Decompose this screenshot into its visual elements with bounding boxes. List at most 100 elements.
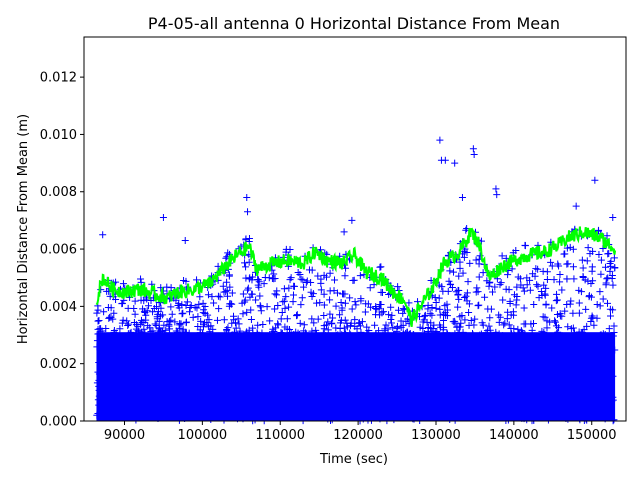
axes-frame bbox=[83, 36, 627, 422]
scatter-point-1349 bbox=[558, 286, 566, 294]
scatter-point-2018 bbox=[311, 371, 319, 379]
scatter-point-2177 bbox=[326, 352, 334, 360]
scatter-point-2208 bbox=[98, 373, 106, 381]
scatter-point-779 bbox=[163, 283, 171, 291]
scatter-point-1372 bbox=[256, 292, 264, 300]
scatter-point-200 bbox=[551, 317, 559, 325]
scatter-point-2257 bbox=[297, 370, 305, 378]
scatter-point-2309 bbox=[256, 302, 264, 310]
scatter-point-2163 bbox=[376, 406, 384, 414]
scatter-point-2117 bbox=[228, 336, 236, 344]
scatter-point-2512 bbox=[232, 337, 240, 345]
scatter-point-1487 bbox=[380, 409, 388, 417]
scatter-point-1974 bbox=[125, 320, 133, 328]
scatter-point-2152 bbox=[160, 337, 168, 345]
scatter-point-547 bbox=[116, 325, 124, 333]
scatter-point-1630 bbox=[581, 388, 589, 396]
scatter-point-2599 bbox=[94, 368, 102, 376]
scatter-point-1978 bbox=[108, 360, 116, 368]
scatter-point-877 bbox=[428, 311, 436, 319]
scatter-point-1734 bbox=[405, 351, 413, 359]
scatter-point-594 bbox=[103, 375, 111, 383]
scatter-point-2224 bbox=[305, 266, 313, 274]
scatter-point-1655 bbox=[388, 311, 396, 319]
scatter-point-1965 bbox=[501, 336, 509, 344]
scatter-point-2103 bbox=[564, 347, 572, 355]
scatter-point-619 bbox=[548, 262, 556, 270]
scatter-point-1616 bbox=[466, 370, 474, 378]
scatter-point-729 bbox=[414, 355, 422, 363]
scatter-point-2245 bbox=[208, 348, 216, 356]
scatter-point-1144 bbox=[324, 405, 332, 413]
scatter-point-2387 bbox=[469, 411, 477, 419]
y-tick-label-0: 0.000 bbox=[40, 415, 77, 430]
x-tick-label-1: 100000 bbox=[178, 428, 228, 443]
scatter-point-34 bbox=[137, 335, 145, 343]
scatter-point-2606 bbox=[348, 216, 356, 224]
scatter-point-1947 bbox=[523, 375, 531, 383]
scatter-point-483 bbox=[513, 283, 521, 291]
scatter-point-2213 bbox=[282, 293, 290, 301]
scatter-point-2349 bbox=[113, 367, 121, 375]
scatter-point-1227 bbox=[330, 343, 338, 351]
scatter-point-1964 bbox=[556, 278, 564, 286]
scatter-point-2250 bbox=[528, 393, 536, 401]
scatter-point-1927 bbox=[377, 288, 385, 296]
scatter-point-1505 bbox=[467, 317, 475, 325]
scatter-point-2443 bbox=[414, 346, 422, 354]
scatter-point-2490 bbox=[176, 353, 184, 361]
scatter-point-490 bbox=[95, 401, 103, 409]
scatter-point-1441 bbox=[361, 367, 369, 375]
scatter-point-1873 bbox=[336, 311, 344, 319]
scatter-point-1343 bbox=[492, 414, 500, 422]
scatter-point-1809 bbox=[267, 354, 275, 362]
scatter-point-1565 bbox=[167, 303, 175, 311]
scatter-point-59 bbox=[222, 254, 230, 262]
scatter-point-1007 bbox=[500, 406, 508, 414]
scatter-point-2356 bbox=[322, 341, 330, 349]
scatter-point-1607 bbox=[430, 363, 438, 371]
scatter-point-1198 bbox=[222, 371, 230, 379]
scatter-point-1559 bbox=[293, 391, 301, 399]
scatter-point-2104 bbox=[521, 400, 529, 408]
scatter-point-984 bbox=[249, 387, 257, 395]
scatter-point-2239 bbox=[187, 355, 195, 363]
scatter-point-2521 bbox=[260, 351, 268, 359]
scatter-point-2501 bbox=[323, 404, 331, 412]
scatter-point-335 bbox=[362, 300, 370, 308]
scatter-point-1451 bbox=[185, 329, 193, 337]
scatter-point-1028 bbox=[509, 402, 517, 410]
scatter-point-1958 bbox=[570, 395, 578, 403]
scatter-point-2138 bbox=[495, 362, 503, 370]
scatter-point-1471 bbox=[238, 380, 246, 388]
scatter-point-646 bbox=[137, 275, 145, 283]
scatter-point-2308 bbox=[550, 276, 558, 284]
scatter-point-1302 bbox=[603, 352, 611, 360]
scatter-point-956 bbox=[357, 374, 365, 382]
scatter-point-1754 bbox=[425, 402, 433, 410]
scatter-point-1880 bbox=[402, 317, 410, 325]
scatter-point-1094 bbox=[193, 388, 201, 396]
scatter-point-790 bbox=[459, 269, 467, 277]
scatter-point-1938 bbox=[409, 354, 417, 362]
scatter-point-1816 bbox=[137, 278, 145, 286]
scatter-point-506 bbox=[201, 339, 209, 347]
scatter-point-1331 bbox=[232, 355, 240, 363]
scatter-point-462 bbox=[455, 405, 463, 413]
scatter-point-1125 bbox=[240, 348, 248, 356]
scatter-point-753 bbox=[504, 416, 512, 424]
scatter-point-1740 bbox=[356, 401, 364, 409]
scatter-point-1990 bbox=[98, 408, 106, 416]
scatter-point-2098 bbox=[390, 416, 398, 424]
scatter-point-143 bbox=[344, 344, 352, 352]
scatter-point-1143 bbox=[382, 341, 390, 349]
scatter-point-362 bbox=[498, 401, 506, 409]
scatter-point-2178 bbox=[197, 382, 205, 390]
scatter-point-185 bbox=[610, 322, 618, 330]
scatter-point-938 bbox=[306, 399, 314, 407]
scatter-point-2604 bbox=[244, 208, 252, 216]
scatter-point-1981 bbox=[562, 355, 570, 363]
scatter-point-2348 bbox=[171, 405, 179, 413]
scatter-point-2565 bbox=[242, 332, 250, 340]
scatter-point-1397 bbox=[479, 269, 487, 277]
